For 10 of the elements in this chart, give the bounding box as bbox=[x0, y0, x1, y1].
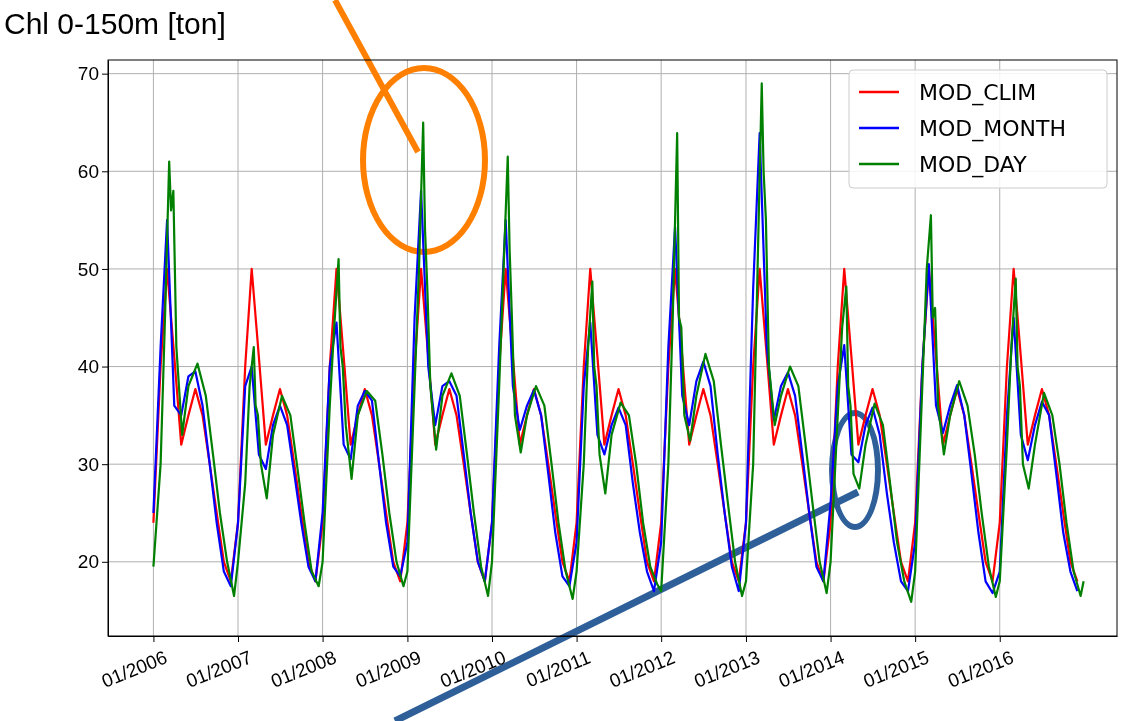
y-tick-label: 70 bbox=[77, 63, 99, 85]
y-tick-label: 40 bbox=[77, 356, 99, 378]
legend-label: MOD_DAY bbox=[919, 152, 1028, 178]
chart-title: Chl 0-150m [ton] bbox=[4, 7, 226, 40]
y-tick-label: 60 bbox=[77, 160, 99, 182]
y-tick-label: 20 bbox=[77, 551, 99, 573]
y-tick-label: 50 bbox=[77, 258, 99, 280]
legend-label: MOD_MONTH bbox=[919, 116, 1066, 142]
legend-label: MOD_CLIM bbox=[919, 80, 1037, 106]
y-tick-label: 30 bbox=[77, 453, 99, 475]
